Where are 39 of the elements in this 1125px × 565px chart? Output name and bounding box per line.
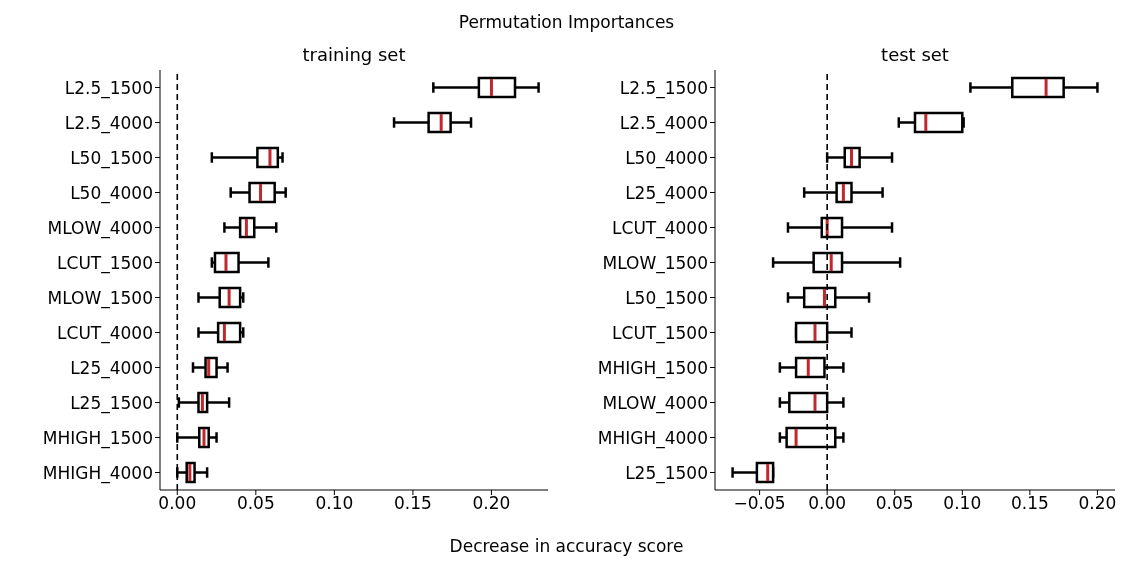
y-tick-label: L25_1500: [625, 462, 708, 484]
y-tick-label: LCUT_4000: [57, 322, 153, 344]
y-tick-label: MHIGH_1500: [597, 357, 708, 379]
y-tick-label: L2.5_4000: [619, 112, 708, 134]
y-tick-label: L25_4000: [625, 182, 708, 204]
text: Permutation Importances: [457, 12, 676, 32]
y-tick-label: L2.5_1500: [619, 77, 708, 99]
y-tick-label: MHIGH_4000: [597, 427, 708, 449]
y-tick-label: LCUT_1500: [612, 322, 708, 344]
x-tick-label: 0.00: [808, 493, 847, 514]
y-tick-label: L50_4000: [625, 147, 708, 169]
y-tick-label: MHIGH_4000: [42, 462, 153, 484]
y-tick-label: L50_1500: [70, 147, 153, 169]
y-tick-label: L2.5_1500: [64, 77, 153, 99]
y-tick-label: L50_1500: [625, 287, 708, 309]
y-tick-label: MHIGH_1500: [42, 427, 153, 449]
y-tick-label: MLOW_4000: [602, 392, 708, 414]
x-tick-label: 0.10: [943, 493, 982, 514]
text: Decrease in accuracy score: [448, 536, 685, 556]
x-tick-label: 0.05: [875, 493, 914, 514]
y-tick-label: L25_4000: [70, 357, 153, 379]
x-tick-label: 0.15: [393, 493, 432, 514]
x-tick-label: 0.05: [236, 493, 275, 514]
y-tick-label: L25_1500: [70, 392, 153, 414]
y-tick-label: L2.5_4000: [64, 112, 153, 134]
x-tick-label: 0.20: [472, 493, 511, 514]
x-tick-label: −0.05: [733, 493, 786, 514]
y-tick-label: LCUT_4000: [612, 217, 708, 239]
x-tick-label: 0.20: [1078, 493, 1117, 514]
y-tick-label: L50_4000: [70, 182, 153, 204]
chart-title: test set: [880, 44, 950, 65]
y-tick-label: MLOW_4000: [47, 217, 153, 239]
x-tick-label: 0.00: [158, 493, 197, 514]
y-tick-label: MLOW_1500: [602, 252, 708, 274]
chart-title: training set: [301, 44, 407, 65]
y-tick-label: MLOW_1500: [47, 287, 153, 309]
x-tick-label: 0.15: [1010, 493, 1049, 514]
x-tick-label: 0.10: [315, 493, 354, 514]
y-tick-label: LCUT_1500: [57, 252, 153, 274]
